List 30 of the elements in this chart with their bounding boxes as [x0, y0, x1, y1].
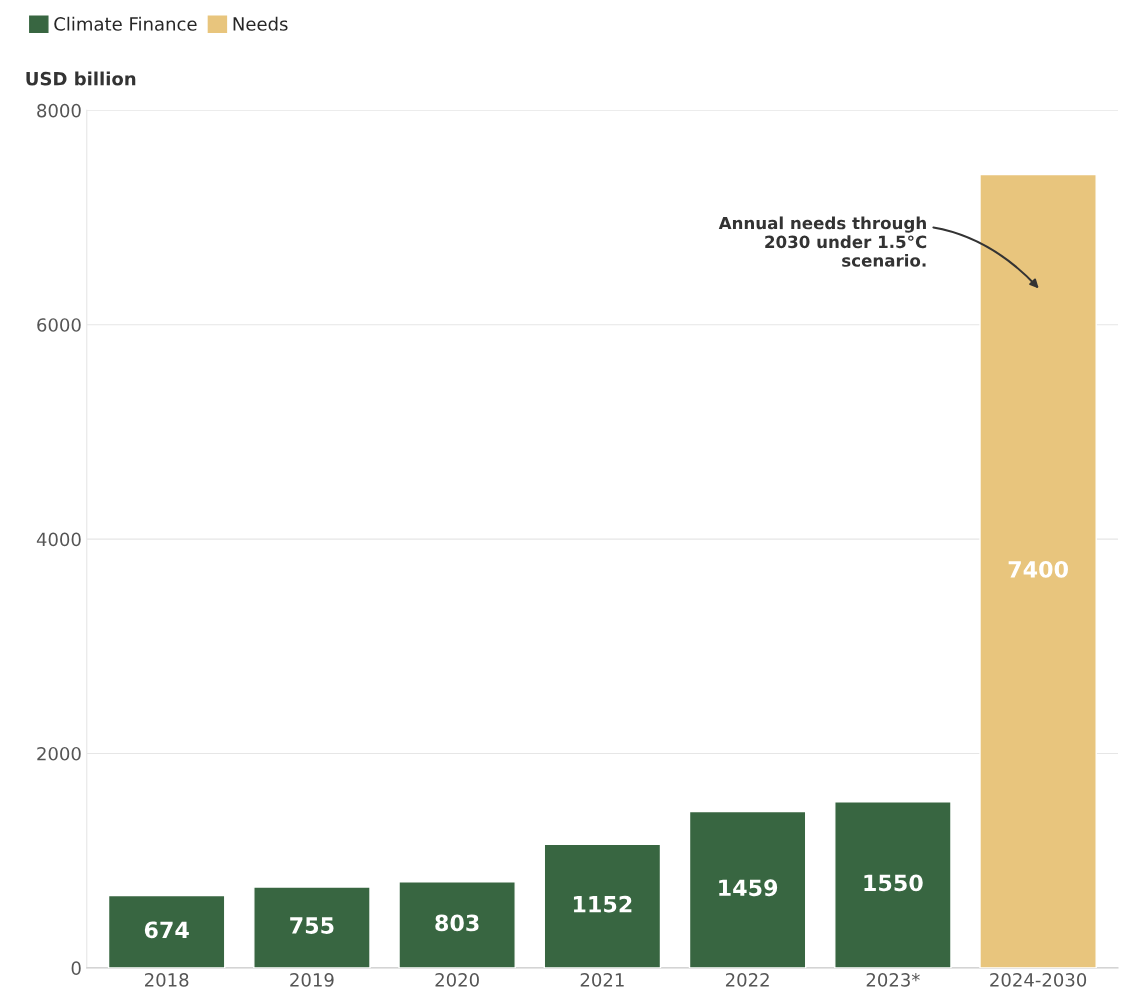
x-tick-label: 2021	[580, 973, 624, 987]
x-tick-label: 2019	[290, 973, 334, 987]
y-tick-label: 2000	[37, 746, 81, 761]
bar	[543, 843, 662, 968]
x-tick-label: 2020	[435, 973, 479, 987]
bar	[398, 881, 516, 968]
data-label: 803	[435, 914, 479, 932]
x-tick-label: 2022	[725, 973, 769, 987]
data-label: 674	[144, 921, 189, 939]
data-label: 1459	[719, 879, 778, 897]
y-tick-label: 6000	[37, 318, 81, 332]
y-tick-label: 4000	[36, 532, 81, 547]
bar	[688, 810, 807, 968]
data-label: 755	[290, 917, 334, 934]
data-label: 1550	[864, 874, 923, 892]
bar	[253, 886, 371, 968]
bar	[979, 173, 1097, 968]
x-tick-label: 2023*	[866, 973, 920, 987]
data-label: 1152	[573, 895, 632, 913]
legend-label: Climate Finance	[54, 16, 197, 31]
annotation: Annual needs through 2030 under 1.5°C scenario.	[718, 216, 927, 267]
bar	[834, 801, 952, 968]
y-axis-title: USD billion	[26, 71, 136, 86]
y-tick-label: 0	[71, 961, 81, 976]
x-tick-label: 2024-2030	[990, 973, 1087, 987]
bar	[107, 894, 226, 968]
y-tick-label: 8000	[37, 103, 81, 118]
legend-label: Needs	[233, 16, 288, 31]
data-label: 7400	[1008, 560, 1068, 578]
x-tick-label: 2018	[145, 973, 189, 987]
